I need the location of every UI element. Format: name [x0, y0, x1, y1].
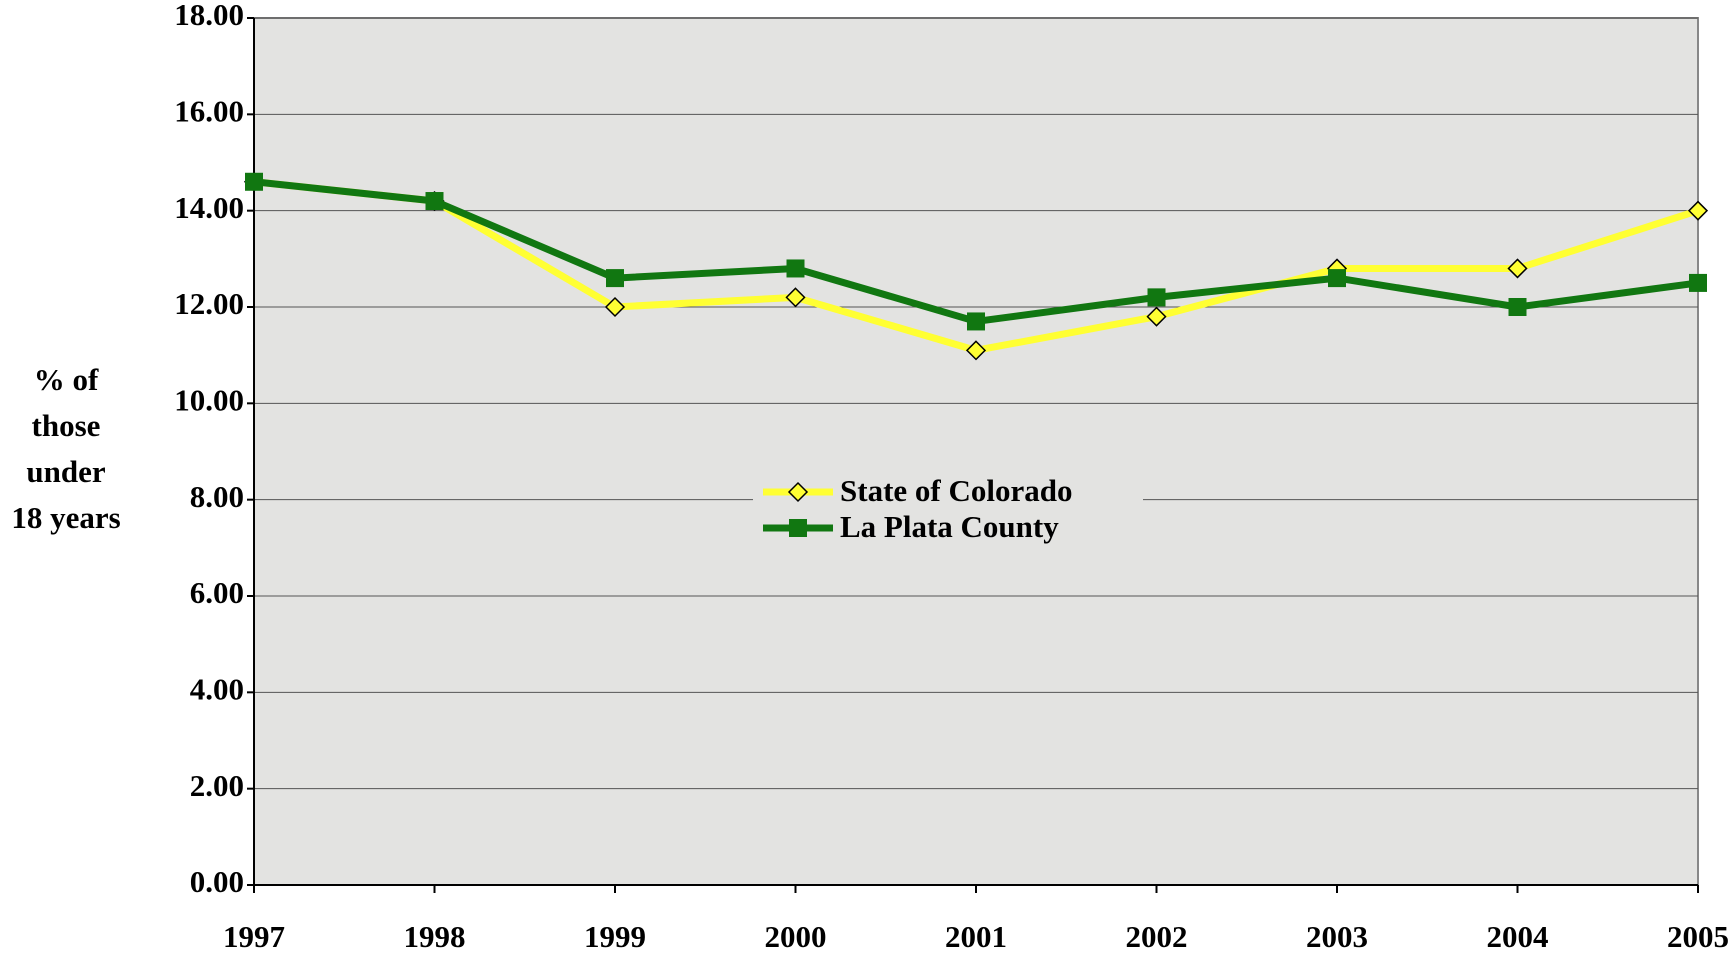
y-tick-label: 16.00 — [174, 93, 244, 128]
y-tick-label: 18.00 — [174, 0, 244, 32]
marker — [245, 172, 263, 191]
y-tick-label: 2.00 — [190, 768, 244, 803]
y-axis-label-line: those — [32, 408, 101, 443]
y-axis-label-line: under — [26, 454, 105, 489]
y-axis-label: % of those under 18 years — [11, 362, 120, 535]
legend-box — [753, 472, 1143, 544]
marker — [1689, 273, 1707, 292]
marker — [1328, 269, 1346, 288]
x-tick-label: 2003 — [1306, 919, 1368, 954]
x-tick-label: 2005 — [1667, 919, 1729, 954]
y-tick-label: 8.00 — [190, 479, 244, 514]
x-tick-label: 1999 — [584, 919, 646, 954]
x-tick-label: 1997 — [223, 919, 285, 954]
y-axis-label-line: % of — [34, 362, 99, 397]
plot-area — [253, 17, 1699, 886]
legend-label: State of Colorado — [840, 473, 1072, 508]
y-tick-label: 14.00 — [174, 190, 244, 225]
marker — [786, 259, 805, 278]
x-tick-label: 2004 — [1487, 919, 1549, 954]
y-axis-label-line: 18 years — [11, 500, 120, 535]
marker — [604, 296, 626, 318]
y-tick-label: 10.00 — [174, 382, 244, 417]
marker — [1507, 258, 1528, 279]
x-tick-label: 2000 — [765, 919, 827, 954]
y-tick-label: 12.00 — [174, 286, 244, 321]
y-tick-label: 0.00 — [190, 864, 244, 899]
marker — [425, 192, 444, 211]
x-tick-label: 2001 — [945, 919, 1007, 954]
marker — [1147, 288, 1166, 307]
marker — [606, 269, 624, 288]
marker — [787, 481, 809, 503]
y-tick-label: 4.00 — [190, 671, 244, 706]
marker — [1687, 200, 1709, 221]
marker — [965, 340, 987, 361]
x-tick-label: 2002 — [1126, 919, 1188, 954]
y-tick-label: 6.00 — [190, 575, 244, 610]
marker — [1508, 298, 1527, 316]
x-tick-label: 1998 — [404, 919, 466, 954]
marker — [789, 519, 807, 537]
marker — [1146, 306, 1167, 327]
marker — [967, 312, 985, 331]
legend-label: La Plata County — [840, 509, 1059, 544]
marker — [785, 287, 806, 308]
